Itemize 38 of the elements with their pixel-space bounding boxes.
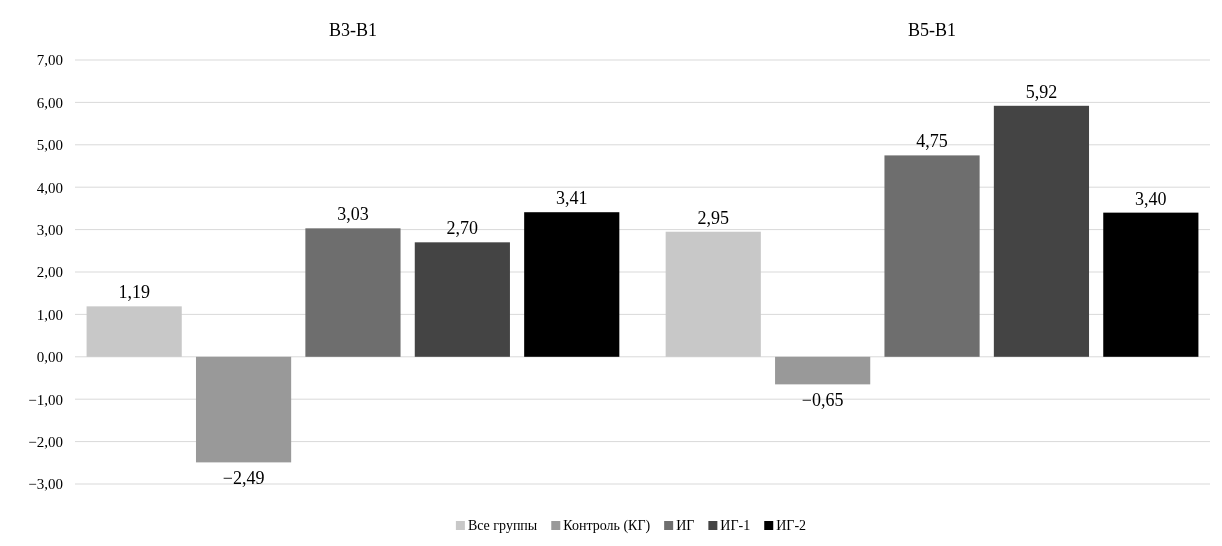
x-tick-label: B5-B1 xyxy=(908,20,957,40)
legend-label: ИГ-2 xyxy=(776,518,807,533)
bar xyxy=(524,212,620,357)
bar xyxy=(1103,212,1199,357)
data-label: 3,40 xyxy=(1135,188,1167,209)
data-label: 5,92 xyxy=(1025,81,1058,102)
y-tick-label: 2,00 xyxy=(36,264,63,281)
y-tick-label: 6,00 xyxy=(36,94,63,111)
bar xyxy=(884,155,980,357)
bar xyxy=(195,356,292,463)
y-tick-label: 5,00 xyxy=(36,137,63,154)
legend-label: ИГ xyxy=(676,518,695,533)
y-tick-label: 3,00 xyxy=(36,221,63,238)
bar xyxy=(665,231,761,357)
y-tick-label: −1,00 xyxy=(28,391,63,408)
y-tick-label: 0,00 xyxy=(36,349,63,366)
y-tick-label: 1,00 xyxy=(36,306,63,323)
data-label: 2,70 xyxy=(446,218,479,239)
legend-label: Все группы xyxy=(467,518,538,533)
data-label: −2,49 xyxy=(222,468,265,489)
bar xyxy=(993,105,1090,357)
y-tick-label: 7,00 xyxy=(36,52,63,69)
y-tick-label: 4,00 xyxy=(36,179,63,196)
y-tick-label: −2,00 xyxy=(28,433,63,450)
data-label: 2,95 xyxy=(697,207,729,228)
y-tick-label: −3,00 xyxy=(28,476,63,493)
legend-label: Контроль (КГ) xyxy=(563,518,651,534)
data-label: 3,41 xyxy=(556,188,588,209)
legend-label: ИГ-1 xyxy=(720,518,751,533)
bar xyxy=(414,242,510,357)
x-tick-label: B3-B1 xyxy=(328,20,377,40)
data-label: 3,03 xyxy=(337,204,369,225)
data-label: 4,75 xyxy=(916,131,948,152)
bar xyxy=(305,228,401,357)
data-label: −0,65 xyxy=(801,390,844,411)
bar xyxy=(86,306,182,357)
bar xyxy=(775,356,871,385)
data-label: 1,19 xyxy=(118,282,150,303)
